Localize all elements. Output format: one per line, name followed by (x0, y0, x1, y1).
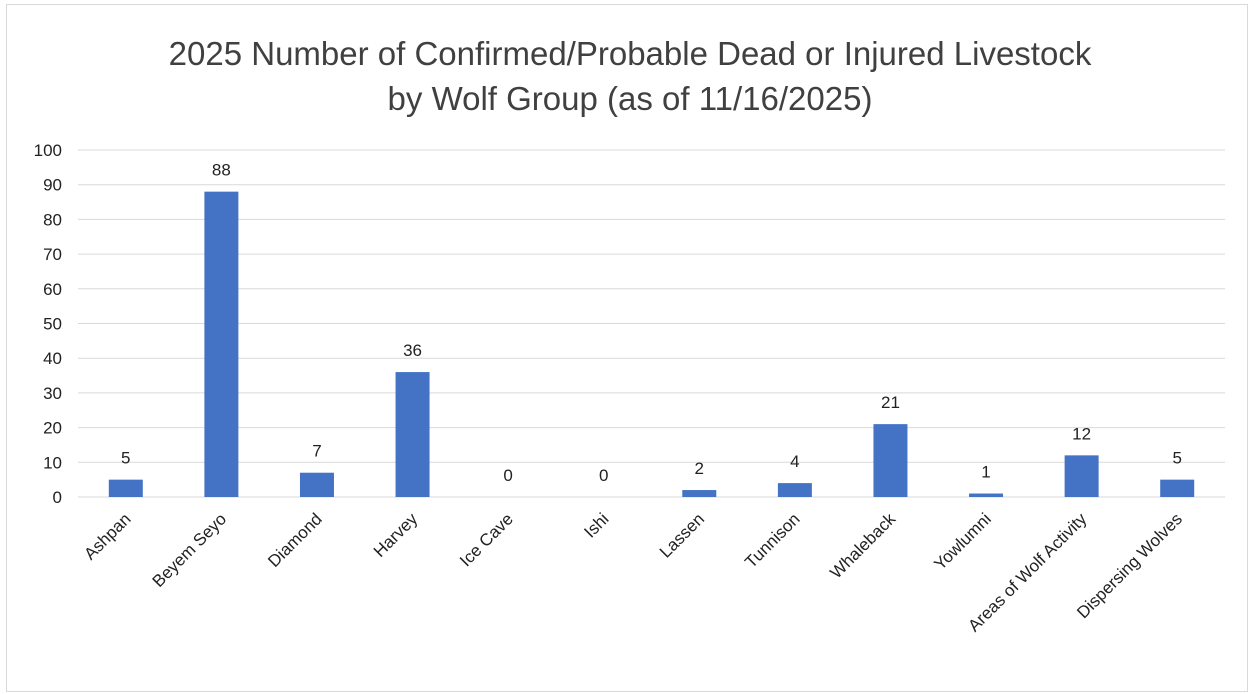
y-tick-label: 60 (43, 280, 62, 299)
y-tick-label: 10 (43, 453, 62, 472)
y-tick-label: 90 (43, 176, 62, 195)
y-tick-label: 40 (43, 349, 62, 368)
bar-lassen (682, 490, 717, 497)
chart-title-line-2: by Wolf Group (as of 11/16/2025) (388, 80, 873, 117)
bar-ashpan (108, 479, 143, 497)
y-axis-ticks: 0 10 20 30 40 50 60 70 80 90 100 (34, 141, 62, 507)
data-labels: 5 88 7 36 0 0 2 4 21 1 12 5 (121, 161, 1182, 485)
y-tick-label: 0 (53, 488, 62, 507)
chart-title-line-1: 2025 Number of Confirmed/Probable Dead o… (169, 35, 1092, 72)
bars (108, 191, 1195, 497)
y-tick-label: 80 (43, 210, 62, 229)
data-label: 5 (1172, 449, 1181, 468)
x-category-label: Diamond (264, 509, 326, 571)
x-category-label: Yowlumni (930, 509, 994, 573)
x-category-label: Harvey (370, 509, 422, 561)
y-tick-label: 50 (43, 315, 62, 334)
x-category-label: Ashpan (80, 509, 134, 563)
x-category-label: Tunnison (741, 509, 803, 571)
y-tick-label: 100 (34, 141, 62, 160)
bar-harvey (395, 372, 430, 497)
data-label: 36 (403, 341, 422, 360)
x-axis-categories: Ashpan Beyem Seyo Diamond Harvey Ice Cave Ish… (80, 509, 1186, 635)
data-label: 7 (312, 442, 321, 461)
x-category-label: Ice Cave (456, 509, 517, 570)
x-category-label: Whaleback (826, 509, 899, 582)
x-category-label: Beyem Seyo (149, 509, 231, 591)
bar-tunnison (777, 483, 812, 497)
data-label: 88 (212, 161, 231, 180)
x-category-label: Lassen (656, 509, 708, 561)
data-label: 1 (981, 463, 990, 482)
data-label: 21 (881, 393, 900, 412)
data-label: 5 (121, 449, 130, 468)
data-label: 2 (695, 459, 704, 478)
bar-beyem-seyo (204, 191, 239, 497)
y-tick-label: 70 (43, 245, 62, 264)
gridlines (78, 149, 1225, 498)
data-label: 0 (599, 466, 608, 485)
bar-yowlumni (969, 493, 1004, 497)
y-tick-label: 20 (43, 419, 62, 438)
data-label: 12 (1072, 424, 1091, 443)
bar-dispersing-wolves (1160, 479, 1195, 497)
x-category-label: Dispersing Wolves (1073, 509, 1186, 622)
bar-areas-of-wolf-activity (1064, 455, 1099, 497)
data-label: 0 (503, 466, 512, 485)
bar-whaleback (873, 424, 908, 497)
x-category-label: Ishi (580, 509, 612, 541)
data-label: 4 (790, 452, 799, 471)
bar-diamond (299, 472, 334, 497)
y-tick-label: 30 (43, 384, 62, 403)
